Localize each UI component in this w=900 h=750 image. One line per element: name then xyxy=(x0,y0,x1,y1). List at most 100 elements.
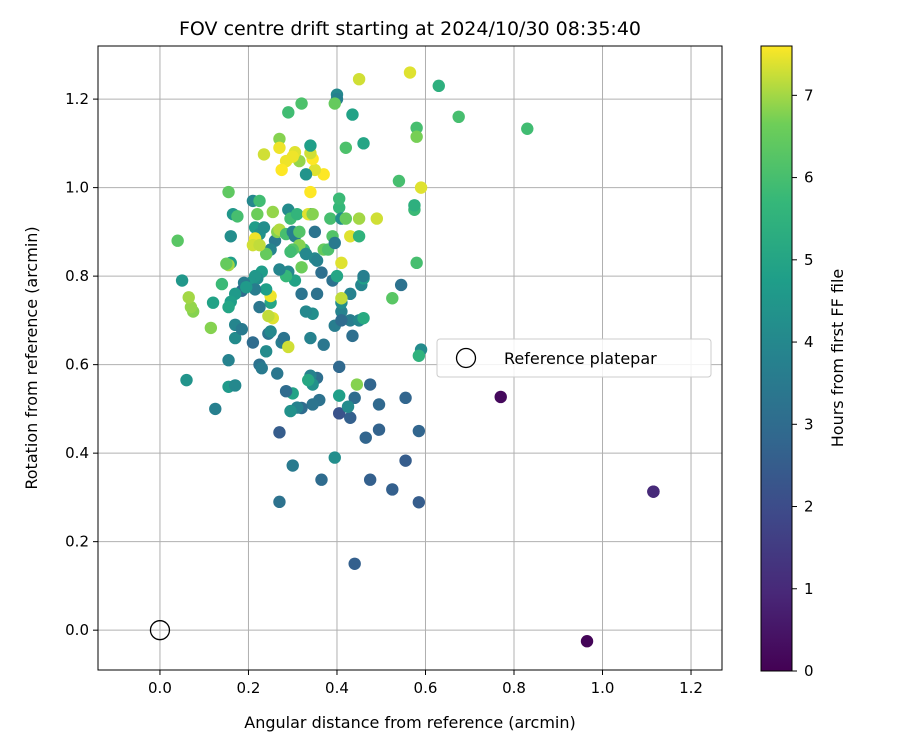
chart-title: FOV centre drift starting at 2024/10/30 … xyxy=(179,18,641,40)
data-point xyxy=(394,278,408,292)
data-point xyxy=(184,300,198,314)
y-tick-label: 1.0 xyxy=(65,179,89,197)
reference-point-marker xyxy=(149,620,171,641)
data-point xyxy=(357,269,370,283)
data-point xyxy=(344,314,357,327)
data-point xyxy=(282,340,295,354)
data-points xyxy=(171,66,660,648)
x-tick-label: 0.2 xyxy=(237,679,261,697)
data-point xyxy=(259,345,273,358)
data-point xyxy=(410,130,423,143)
colorbar-tick-label: 5 xyxy=(804,251,814,269)
data-point xyxy=(306,398,319,411)
data-point xyxy=(284,404,297,418)
data-point xyxy=(348,557,361,570)
legend-marker-reference xyxy=(455,347,477,369)
data-point xyxy=(521,122,534,135)
data-point xyxy=(253,194,266,208)
data-point xyxy=(410,256,423,270)
data-point xyxy=(271,367,284,380)
colorbar-tick-label: 0 xyxy=(804,662,814,680)
data-point xyxy=(259,283,273,296)
data-point xyxy=(432,79,445,93)
x-tick-label: 1.0 xyxy=(591,679,615,697)
colorbar-ticks: 0 1 2 3 4 5 6 7 xyxy=(792,86,814,680)
data-point xyxy=(357,137,370,150)
data-point xyxy=(412,349,426,362)
y-tick-label: 0.0 xyxy=(65,621,89,639)
data-point xyxy=(182,291,195,304)
data-point xyxy=(346,329,359,343)
data-point xyxy=(335,314,348,327)
colorbar-tick-label: 7 xyxy=(804,86,814,104)
data-point xyxy=(253,300,266,314)
data-point xyxy=(295,97,308,110)
data-point xyxy=(332,201,346,214)
data-point xyxy=(306,207,319,221)
data-point xyxy=(414,181,428,194)
data-point xyxy=(299,305,313,318)
data-point xyxy=(350,378,364,391)
colorbar-tick-label: 6 xyxy=(804,169,814,187)
data-point xyxy=(290,207,304,221)
data-point xyxy=(328,451,341,464)
x-tick-label: 0.4 xyxy=(325,679,349,697)
x-axis-ticks: 0.0 0.2 0.4 0.6 0.8 1.0 1.2 xyxy=(148,670,703,697)
data-point xyxy=(410,121,423,135)
data-point xyxy=(224,230,237,243)
x-tick-label: 1.2 xyxy=(679,679,703,697)
data-point xyxy=(279,384,293,398)
data-point xyxy=(346,108,359,121)
y-tick-label: 0.4 xyxy=(65,444,89,462)
data-point xyxy=(315,473,328,486)
data-point xyxy=(372,398,386,411)
data-point xyxy=(302,373,315,387)
data-point xyxy=(255,361,268,375)
legend: Reference platepar xyxy=(436,338,712,378)
data-point xyxy=(344,411,357,424)
data-point xyxy=(240,280,253,294)
data-point xyxy=(273,141,286,154)
data-point xyxy=(222,185,235,199)
data-point xyxy=(275,163,288,177)
data-point xyxy=(222,300,235,314)
data-point xyxy=(339,141,353,154)
data-point xyxy=(171,234,184,247)
data-point xyxy=(215,277,229,291)
x-tick-label: 0.0 xyxy=(148,679,172,697)
data-point xyxy=(264,325,277,338)
data-point xyxy=(273,495,286,509)
data-point xyxy=(231,210,244,223)
data-point xyxy=(175,274,189,287)
y-tick-label: 0.8 xyxy=(65,267,89,285)
data-point xyxy=(412,424,426,438)
colorbar-tick-label: 3 xyxy=(804,415,814,433)
data-point xyxy=(352,72,366,86)
data-point xyxy=(392,174,406,188)
x-tick-label: 0.6 xyxy=(414,679,438,697)
data-point xyxy=(259,247,273,261)
data-point xyxy=(386,292,399,305)
data-point xyxy=(180,373,193,387)
data-point xyxy=(310,254,324,267)
data-point xyxy=(251,207,264,221)
data-point xyxy=(286,459,299,472)
data-point xyxy=(222,354,235,367)
data-point xyxy=(341,400,355,413)
colorbar-tick-label: 2 xyxy=(804,498,814,516)
data-point xyxy=(228,379,242,392)
data-point xyxy=(310,287,324,301)
data-point xyxy=(295,287,308,301)
data-point xyxy=(335,305,348,318)
data-point xyxy=(332,360,346,374)
colorbar-tick-label: 1 xyxy=(804,580,814,598)
data-point xyxy=(328,236,341,250)
data-point xyxy=(273,132,286,146)
data-point xyxy=(262,309,275,323)
data-point xyxy=(315,266,328,279)
data-point xyxy=(332,192,346,205)
data-point xyxy=(352,230,366,243)
data-point xyxy=(332,407,346,420)
colorbar-label: Hours from first FF file xyxy=(828,269,847,448)
